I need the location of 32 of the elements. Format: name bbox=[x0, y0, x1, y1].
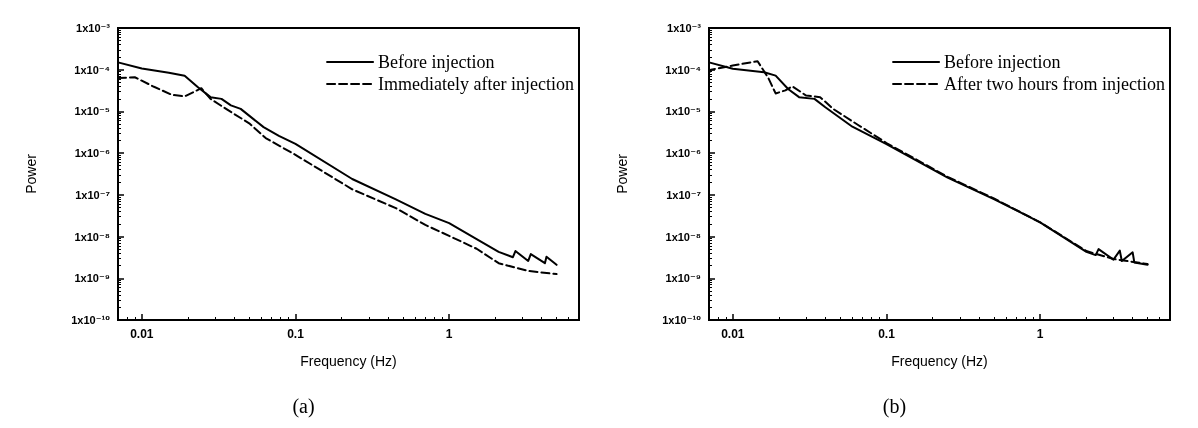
y-tick-label: 1x10⁻⁶ bbox=[74, 147, 110, 160]
x-tick-label: 0.1 bbox=[287, 327, 305, 341]
x-tick-label: 0.1 bbox=[878, 327, 896, 341]
x-axis-title: Frequency (Hz) bbox=[300, 353, 397, 369]
y-tick-label: 1x10⁻⁷ bbox=[75, 188, 111, 201]
y-tick-label: 1x10⁻⁹ bbox=[665, 272, 701, 285]
y-axis-title: Power bbox=[614, 153, 630, 194]
text: (b) bbox=[882, 395, 907, 418]
y-tick-label: 1x10⁻⁵ bbox=[74, 105, 110, 118]
y-tick-label: 1x10⁻⁵ bbox=[665, 105, 701, 118]
text: (a) bbox=[292, 395, 315, 418]
y-axis-title: Power bbox=[23, 153, 39, 194]
x-tick-label: 1 bbox=[445, 327, 453, 341]
x-axis-title: Frequency (Hz) bbox=[891, 353, 988, 369]
y-tick-label: 1x10⁻³ bbox=[667, 22, 702, 34]
y-tick-label: 1x10⁻⁶ bbox=[665, 147, 701, 160]
x-tick-label: 0.01 bbox=[721, 327, 745, 341]
legend-label: After two hours from injection bbox=[944, 74, 1165, 94]
legend-label: Before injection bbox=[944, 52, 1061, 72]
y-tick-label: 1x10⁻¹⁰ bbox=[71, 314, 111, 326]
x-tick-label: 1 bbox=[1036, 327, 1044, 341]
y-tick-label: 1x10⁻⁴ bbox=[665, 63, 701, 76]
legend-label: Before injection bbox=[378, 52, 495, 72]
y-tick-label: 1x10⁻⁴ bbox=[74, 63, 110, 76]
x-tick-label: 0.01 bbox=[130, 327, 154, 341]
y-tick-label: 1x10⁻³ bbox=[76, 22, 111, 34]
y-tick-label: 1x10⁻⁸ bbox=[665, 230, 701, 243]
y-tick-label: 1x10⁻⁹ bbox=[74, 272, 110, 285]
y-tick-label: 1x10⁻¹⁰ bbox=[662, 314, 702, 326]
y-tick-label: 1x10⁻⁷ bbox=[666, 188, 702, 201]
legend-label: Immediately after injection bbox=[378, 74, 574, 94]
y-tick-label: 1x10⁻⁸ bbox=[74, 230, 110, 243]
